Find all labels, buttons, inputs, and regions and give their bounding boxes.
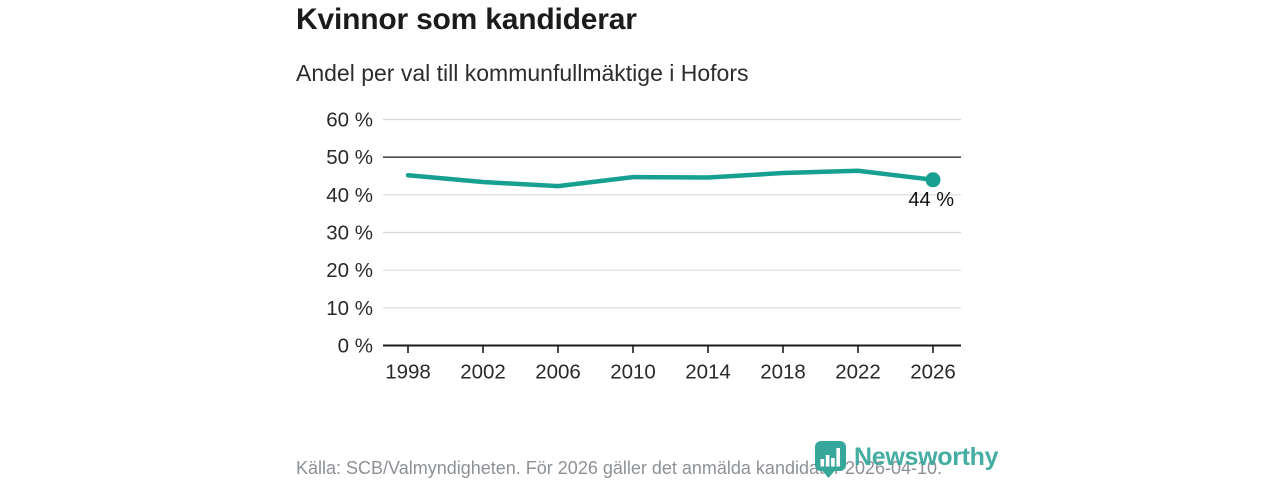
x-tick-label: 1998 bbox=[385, 361, 431, 384]
data-line bbox=[405, 168, 936, 189]
y-tick-label: 0 % bbox=[338, 335, 373, 358]
newsworthy-logo: Newsworthy bbox=[814, 440, 999, 478]
chart-subtitle: Andel per val till kommunfullmäktige i H… bbox=[296, 60, 749, 86]
source-note: Källa: SCB/Valmyndigheten. För 2026 gäll… bbox=[296, 458, 943, 478]
x-tick-label: 2010 bbox=[610, 361, 656, 384]
y-tick-label: 20 % bbox=[326, 259, 373, 282]
x-tick-label: 2022 bbox=[835, 361, 881, 384]
chart-title: Kvinnor som kandiderar bbox=[296, 3, 637, 36]
x-tick-label: 2018 bbox=[760, 361, 806, 384]
y-tick-label: 40 % bbox=[326, 184, 373, 207]
line-chart: 0 % 10 % 20 % 30 % 40 % 50 % 60 % 1998 2002 2006 2… bbox=[326, 109, 961, 384]
x-tick-label: 2002 bbox=[460, 361, 506, 384]
bar-chart-pin-icon bbox=[815, 441, 846, 478]
newsworthy-logo-text: Newsworthy bbox=[854, 443, 999, 471]
x-tick-label: 2014 bbox=[685, 361, 731, 384]
y-tick-label: 50 % bbox=[326, 146, 373, 169]
x-tick-label: 2006 bbox=[535, 361, 581, 384]
y-tick-label: 30 % bbox=[326, 222, 373, 245]
y-tick-label: 60 % bbox=[326, 109, 373, 132]
y-tick-label: 10 % bbox=[326, 297, 373, 320]
x-tick-label: 2026 bbox=[910, 361, 956, 384]
end-point-value-label: 44 % bbox=[908, 189, 954, 211]
end-point-marker bbox=[925, 172, 941, 188]
